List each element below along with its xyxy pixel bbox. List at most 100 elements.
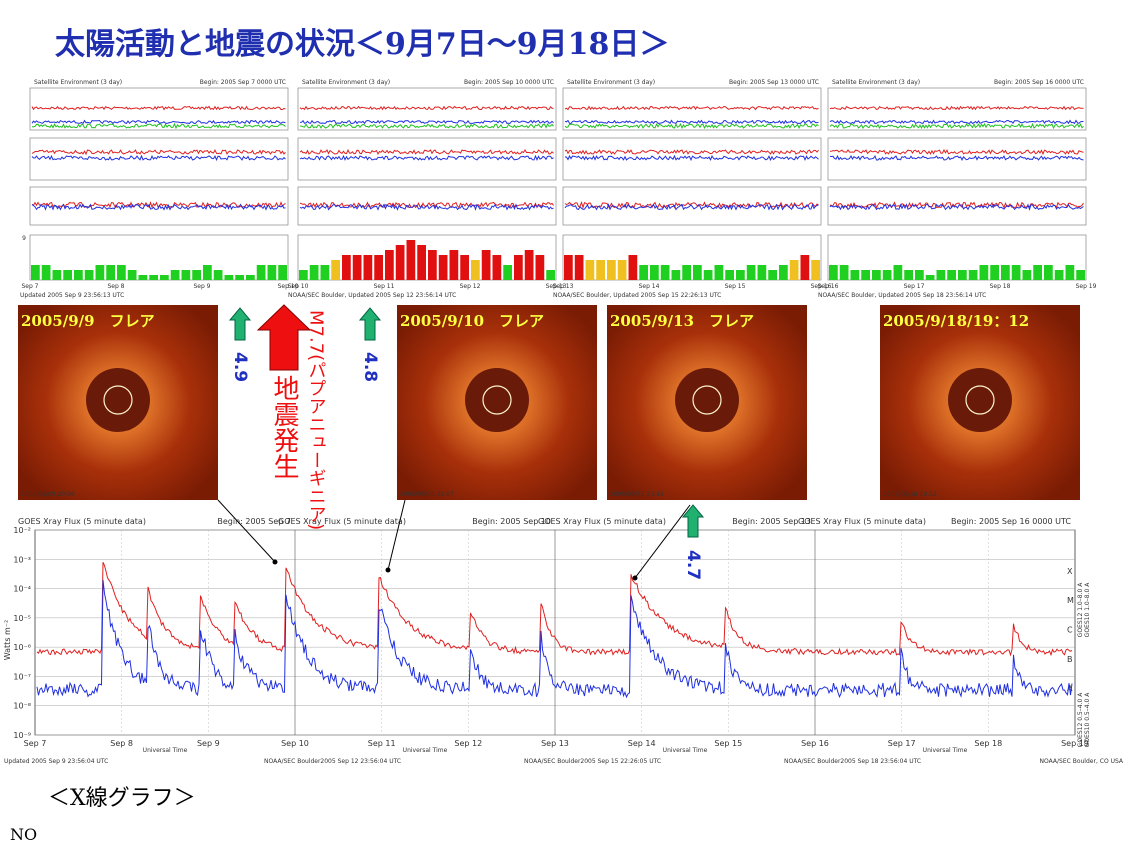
x-tick-label: Sep 15 (714, 739, 742, 748)
xray-title: GOES Xray Flux (5 minute data) (18, 517, 146, 526)
kp-bar (585, 260, 595, 280)
kp-bar (947, 270, 956, 280)
magnitude: 4.7 (683, 550, 703, 580)
kp-bar (757, 265, 767, 280)
kp-bar (31, 265, 40, 280)
occulter (675, 368, 739, 432)
event-arrow (681, 504, 705, 538)
kp-bar (1054, 270, 1064, 280)
kp-bar (192, 270, 201, 280)
x-tick-label: Sep 9 (197, 739, 220, 748)
event-arrow (228, 307, 252, 341)
kp-bar (546, 270, 555, 280)
panel-title: Satellite Environment (3 day) (302, 79, 390, 86)
date-label: Sep 7 (21, 283, 38, 290)
xray-update: NOAA/SEC Boulder2005 Sep 12 23:56:04 UTC (264, 758, 401, 765)
plot-frame (29, 137, 289, 181)
kp-bar (52, 270, 62, 280)
y-tick-label: 10⁻⁸ (13, 702, 31, 711)
trace-decoration (564, 122, 819, 130)
x-tick-label: Sep 17 (888, 739, 916, 748)
x-tick-label: Sep 19 (1061, 739, 1089, 748)
xray-begin: Begin: 2005 Sep 7 (217, 517, 291, 526)
kp-bar (915, 270, 924, 280)
plot-frame (562, 137, 822, 181)
occulter (465, 368, 529, 432)
kp-bar (406, 240, 416, 280)
kp-bar (374, 255, 383, 280)
trace-decoration (31, 154, 286, 162)
class-label: M (1067, 596, 1074, 605)
trace-decoration (829, 119, 1084, 125)
legend-entry: GOES10 1.0–8.0 A (1084, 582, 1091, 638)
plot-frame (827, 137, 1087, 181)
date-label: Sep 10 (278, 283, 299, 290)
x-tick-label: Sep 7 (24, 739, 47, 748)
panel-title: Satellite Environment (3 day) (832, 79, 920, 86)
sun-outline (103, 385, 133, 415)
xray-begin: Begin: 2005 Sep 13 (732, 517, 811, 526)
kp-bar (1001, 265, 1010, 280)
kp-bar (213, 270, 223, 280)
kp-bar (449, 250, 459, 280)
kp-bar (693, 265, 702, 280)
kp-bar (95, 265, 105, 280)
trace-decoration (31, 203, 286, 211)
kp-bar (872, 270, 881, 280)
quake-label: 地震発生 (269, 375, 299, 479)
kp-bar (736, 270, 745, 280)
updated-note: NOAA/SEC Boulder, Updated 2005 Sep 18 23… (818, 292, 986, 299)
kp-bar (968, 270, 978, 280)
image-caption: 2005/9/13 フレア (610, 312, 754, 330)
trace-decoration (36, 561, 1073, 657)
kp-bar (481, 250, 491, 280)
trace-decoration (299, 105, 554, 111)
kp-axis-label: 9 (22, 235, 26, 242)
kp-bar (535, 255, 545, 280)
kp-bar (1033, 265, 1042, 280)
legend-entry: GOES12 0.5–4.0 A (1077, 692, 1084, 748)
trace-decoration (36, 579, 1073, 699)
xray-begin: Begin: 2005 Sep 16 0000 UTC (951, 517, 1071, 526)
image-caption: 2005/9/10 フレア (400, 312, 544, 330)
kp-bar (428, 250, 437, 280)
kp-bar (385, 250, 394, 280)
quake-name: M7.7(パプアニューギニア) (306, 310, 327, 530)
x-tick-label: Sep 11 (368, 739, 396, 748)
kp-bar (246, 275, 255, 280)
kp-bar (181, 270, 191, 280)
y-tick-label: 10⁻² (13, 526, 31, 535)
legend-entry: GOES12 1.0–8.0 A (1077, 582, 1084, 638)
kp-bar (596, 260, 605, 280)
kp-bar (958, 270, 967, 280)
kp-bar (63, 270, 72, 280)
panel-begin: Begin: 2005 Sep 10 0000 UTC (464, 79, 554, 86)
kp-bar (650, 265, 659, 280)
date-label: Sep 13 (553, 283, 574, 290)
plot-frame (297, 137, 557, 181)
pointer-head (385, 567, 391, 573)
kp-bar (829, 265, 838, 280)
kp-bar (861, 270, 870, 280)
kp-bar (503, 265, 512, 280)
kp-bar (84, 270, 94, 280)
y-tick-label: 10⁻⁵ (13, 614, 31, 623)
kp-bar (363, 255, 373, 280)
plot-frame (29, 234, 289, 281)
kp-bar (460, 255, 469, 280)
date-label: Sep 19 (1076, 283, 1097, 290)
kp-bar (660, 265, 670, 280)
kp-bar (850, 270, 860, 280)
kp-bar (320, 265, 330, 280)
x-tick-label: Sep 16 (801, 739, 829, 748)
kp-bar (904, 270, 913, 280)
kp-bar (331, 260, 340, 280)
trace-decoration (829, 148, 1084, 156)
kp-bar (979, 265, 989, 280)
kp-bar (925, 275, 935, 280)
kp-bar (224, 275, 234, 280)
kp-bar (438, 255, 448, 280)
sun-outline (482, 385, 512, 415)
trace-decoration (31, 122, 286, 130)
xray-update: NOAA/SEC Boulder2005 Sep 18 23:56:04 UTC (784, 758, 921, 765)
